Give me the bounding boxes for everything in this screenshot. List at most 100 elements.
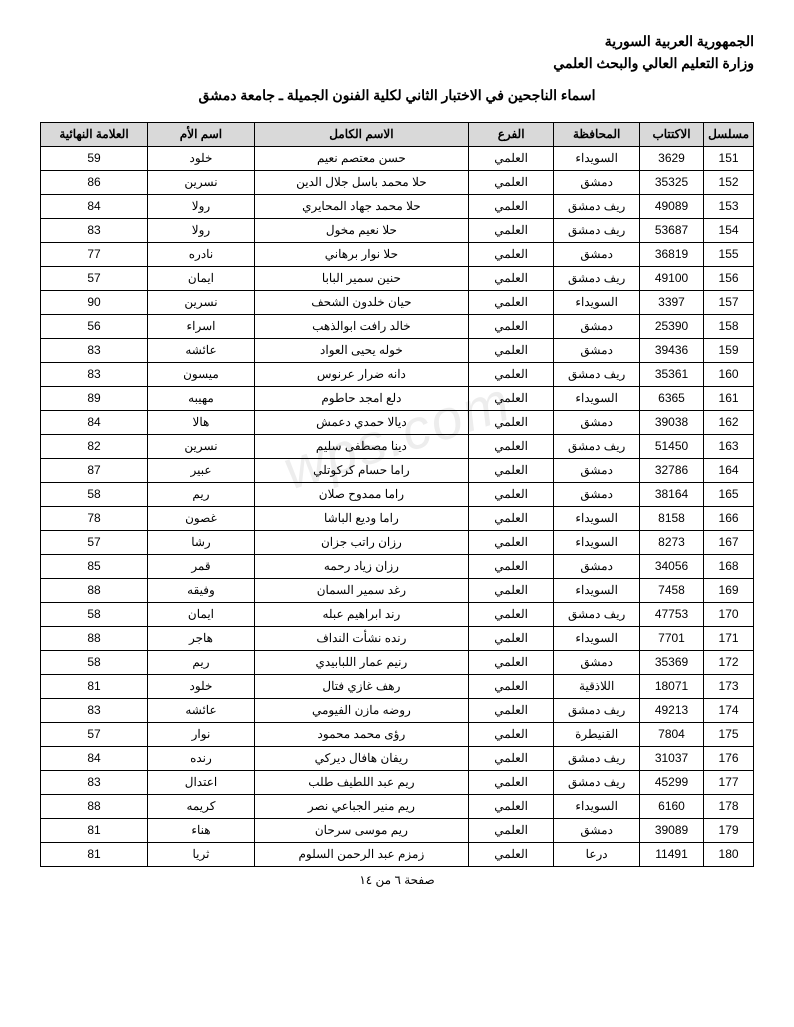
col-sub: الاكتتاب (639, 122, 703, 146)
table-row: 17745299ريف دمشقالعلميريم عبد اللطيف طلب… (41, 770, 754, 794)
cell-mother: ريم (148, 482, 255, 506)
cell-sub: 6160 (639, 794, 703, 818)
table-row: 15825390دمشقالعلميخالد رافت ابوالذهباسرا… (41, 314, 754, 338)
cell-name: ريم موسى سرحان (254, 818, 468, 842)
cell-gov: دمشق (554, 554, 640, 578)
cell-branch: العلمي (468, 818, 554, 842)
cell-serial: 174 (704, 698, 754, 722)
cell-branch: العلمي (468, 842, 554, 866)
cell-name: خوله يحيى العواد (254, 338, 468, 362)
cell-name: دينا مصطفى سليم (254, 434, 468, 458)
cell-serial: 154 (704, 218, 754, 242)
cell-branch: العلمي (468, 746, 554, 770)
cell-mother: نسرين (148, 434, 255, 458)
cell-gov: السويداء (554, 794, 640, 818)
results-table: مسلسل الاكتتاب المحافظة الفرع الاسم الكا… (40, 122, 754, 867)
cell-branch: العلمي (468, 626, 554, 650)
cell-sub: 11491 (639, 842, 703, 866)
col-gov: المحافظة (554, 122, 640, 146)
cell-score: 57 (41, 722, 148, 746)
cell-mother: قمر (148, 554, 255, 578)
cell-branch: العلمي (468, 386, 554, 410)
cell-name: حلا محمد باسل جلال الدين (254, 170, 468, 194)
table-row: 1513629السويداءالعلميحسن معتصم نعيمخلود5… (41, 146, 754, 170)
cell-gov: السويداء (554, 530, 640, 554)
cell-name: راما ممدوح صلان (254, 482, 468, 506)
col-mother: اسم الأم (148, 122, 255, 146)
cell-name: رزان راتب جزان (254, 530, 468, 554)
table-row: 15349089ريف دمشقالعلميحلا محمد جهاد المح… (41, 194, 754, 218)
cell-sub: 51450 (639, 434, 703, 458)
cell-gov: ريف دمشق (554, 362, 640, 386)
table-row: 1717701السويداءالعلميرنده نشأت الندافهاج… (41, 626, 754, 650)
cell-mother: خلود (148, 674, 255, 698)
table-row: 16538164دمشقالعلميراما ممدوح صلانريم58 (41, 482, 754, 506)
cell-gov: درعا (554, 842, 640, 866)
table-row: 16432786دمشقالعلميراما حسام كركوتليعبير8… (41, 458, 754, 482)
cell-branch: العلمي (468, 722, 554, 746)
cell-mother: خلود (148, 146, 255, 170)
cell-gov: ريف دمشق (554, 218, 640, 242)
cell-sub: 38164 (639, 482, 703, 506)
table-row: 15649100ريف دمشقالعلميحنين سمير البابااي… (41, 266, 754, 290)
cell-mother: هناء (148, 818, 255, 842)
cell-branch: العلمي (468, 410, 554, 434)
cell-name: ريم منير الجباعي نصر (254, 794, 468, 818)
cell-mother: وفيقه (148, 578, 255, 602)
cell-sub: 39089 (639, 818, 703, 842)
cell-name: ديالا حمدي دعمش (254, 410, 468, 434)
cell-mother: هالا (148, 410, 255, 434)
cell-score: 84 (41, 746, 148, 770)
cell-serial: 152 (704, 170, 754, 194)
cell-branch: العلمي (468, 458, 554, 482)
cell-branch: العلمي (468, 770, 554, 794)
cell-score: 84 (41, 410, 148, 434)
cell-serial: 170 (704, 602, 754, 626)
cell-name: رند ابراهيم عبله (254, 602, 468, 626)
cell-sub: 32786 (639, 458, 703, 482)
cell-score: 90 (41, 290, 148, 314)
page-footer: صفحة ٦ من ١٤ (40, 873, 754, 887)
cell-mother: رولا (148, 194, 255, 218)
cell-score: 86 (41, 170, 148, 194)
cell-gov: اللاذقية (554, 674, 640, 698)
cell-branch: العلمي (468, 434, 554, 458)
table-row: 15235325دمشقالعلميحلا محمد باسل جلال الد… (41, 170, 754, 194)
cell-sub: 3397 (639, 290, 703, 314)
cell-name: رنيم عمار اللبابيدي (254, 650, 468, 674)
cell-gov: دمشق (554, 338, 640, 362)
cell-sub: 25390 (639, 314, 703, 338)
cell-name: حلا محمد جهاد المحايري (254, 194, 468, 218)
cell-name: رؤى محمد محمود (254, 722, 468, 746)
table-row: 18011491درعاالعلميزمزم عبد الرحمن السلوم… (41, 842, 754, 866)
cell-serial: 165 (704, 482, 754, 506)
cell-serial: 156 (704, 266, 754, 290)
cell-branch: العلمي (468, 482, 554, 506)
cell-name: راما حسام كركوتلي (254, 458, 468, 482)
cell-sub: 36819 (639, 242, 703, 266)
cell-score: 83 (41, 698, 148, 722)
cell-serial: 167 (704, 530, 754, 554)
cell-branch: العلمي (468, 794, 554, 818)
cell-name: راما وديع الباشا (254, 506, 468, 530)
cell-mother: عبير (148, 458, 255, 482)
cell-sub: 39436 (639, 338, 703, 362)
table-row: 15939436دمشقالعلميخوله يحيى العوادعائشه8… (41, 338, 754, 362)
cell-branch: العلمي (468, 146, 554, 170)
cell-mother: نوار (148, 722, 255, 746)
document-page: wps.com الجمهورية العربية السورية وزارة … (0, 0, 794, 907)
cell-name: رزان زياد رحمه (254, 554, 468, 578)
cell-sub: 35325 (639, 170, 703, 194)
cell-branch: العلمي (468, 242, 554, 266)
cell-serial: 164 (704, 458, 754, 482)
cell-sub: 18071 (639, 674, 703, 698)
cell-score: 82 (41, 434, 148, 458)
table-row: 16834056دمشقالعلميرزان زياد رحمهقمر85 (41, 554, 754, 578)
cell-gov: السويداء (554, 290, 640, 314)
cell-sub: 8158 (639, 506, 703, 530)
cell-score: 57 (41, 266, 148, 290)
cell-mother: كريمه (148, 794, 255, 818)
cell-score: 58 (41, 602, 148, 626)
cell-sub: 7804 (639, 722, 703, 746)
cell-mother: غصون (148, 506, 255, 530)
